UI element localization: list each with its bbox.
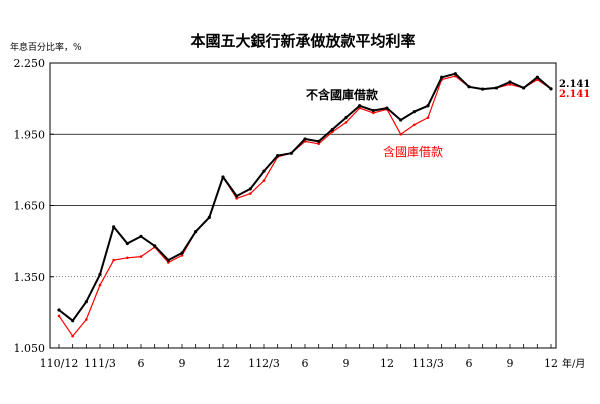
data-point-including-treasury: [85, 318, 88, 321]
data-point-excluding-treasury: [289, 151, 293, 155]
data-point-including-treasury: [262, 179, 266, 182]
data-point-excluding-treasury: [399, 118, 403, 122]
data-point-excluding-treasury: [522, 86, 526, 90]
data-point-including-treasury: [180, 254, 184, 257]
series-label-including-treasury: 含國庫借款: [383, 144, 443, 159]
y-tick-label: 1.650: [14, 200, 46, 213]
series-line-including-treasury: [58, 75, 552, 337]
data-point-excluding-treasury: [549, 87, 553, 91]
data-point-excluding-treasury: [467, 85, 471, 89]
end-value-label-red: 2.141: [559, 89, 590, 100]
data-point-excluding-treasury: [262, 169, 266, 173]
data-point-excluding-treasury: [194, 230, 198, 234]
x-axis-label: 年/月: [562, 357, 585, 370]
data-point-excluding-treasury: [385, 106, 389, 110]
series-line-excluding-treasury: [58, 72, 552, 322]
data-point-excluding-treasury: [221, 175, 225, 179]
data-point-excluding-treasury: [440, 75, 444, 79]
data-point-excluding-treasury: [344, 116, 348, 120]
data-point-including-treasury: [57, 314, 61, 318]
x-tick-label: 12: [544, 357, 558, 370]
data-point-excluding-treasury: [207, 215, 211, 219]
data-point-excluding-treasury: [139, 234, 143, 238]
y-tick-label: 1.950: [14, 128, 46, 141]
y-tick-label: 1.350: [14, 271, 46, 284]
end-value-label-black: 2.141: [559, 79, 590, 90]
data-point-excluding-treasury: [330, 127, 334, 132]
data-point-including-treasury: [235, 197, 238, 200]
x-tick-label: 9: [179, 357, 186, 370]
data-point-excluding-treasury: [166, 258, 170, 262]
x-tick-label: 12: [380, 357, 394, 370]
x-tick-label: 111/3: [84, 357, 116, 370]
data-point-including-treasury: [508, 83, 512, 86]
data-point-including-treasury: [98, 283, 102, 287]
data-point-including-treasury: [167, 261, 170, 264]
data-point-excluding-treasury: [248, 187, 252, 191]
data-point-including-treasury: [426, 116, 430, 119]
x-tick-label: 6: [138, 357, 145, 370]
x-tick-label: 9: [507, 357, 514, 370]
data-point-excluding-treasury: [57, 308, 61, 312]
data-point-excluding-treasury: [453, 72, 457, 76]
data-point-excluding-treasury: [112, 225, 116, 229]
data-point-excluding-treasury: [358, 104, 362, 108]
data-point-excluding-treasury: [481, 87, 485, 91]
data-point-including-treasury: [139, 255, 143, 258]
x-tick-label: 6: [302, 357, 309, 370]
data-point-excluding-treasury: [508, 80, 512, 84]
data-point-excluding-treasury: [153, 244, 157, 248]
data-point-excluding-treasury: [371, 108, 375, 113]
data-point-excluding-treasury: [276, 154, 280, 158]
data-point-excluding-treasury: [125, 241, 129, 246]
x-tick-label: 113/3: [412, 357, 444, 370]
data-point-including-treasury: [317, 142, 320, 146]
data-point-including-treasury: [399, 132, 402, 136]
x-tick-label: 9: [343, 357, 350, 370]
data-point-excluding-treasury: [98, 272, 102, 276]
data-point-excluding-treasury: [317, 139, 321, 143]
y-axis-label: 年息百分比率，%: [10, 41, 82, 53]
series-label-excluding-treasury: 不含國庫借款: [306, 87, 379, 102]
data-point-excluding-treasury: [426, 104, 430, 108]
data-point-including-treasury: [249, 192, 252, 195]
data-point-excluding-treasury: [180, 251, 184, 255]
data-point-including-treasury: [112, 258, 115, 262]
data-point-including-treasury: [372, 111, 375, 115]
data-point-including-treasury: [126, 256, 129, 260]
data-point-excluding-treasury: [412, 110, 416, 114]
chart-title: 本國五大銀行新承做放款平均利率: [190, 32, 415, 50]
data-point-including-treasury: [344, 121, 348, 124]
data-point-excluding-treasury: [235, 194, 239, 198]
data-point-excluding-treasury: [494, 86, 498, 90]
data-point-excluding-treasury: [303, 137, 307, 141]
x-tick-label: 112/3: [248, 357, 280, 370]
data-point-including-treasury: [71, 334, 74, 338]
x-tick-label: 110/12: [40, 357, 79, 370]
x-tick-label: 12: [216, 357, 230, 370]
y-tick-label: 1.050: [14, 342, 46, 355]
data-point-including-treasury: [413, 123, 416, 127]
data-point-excluding-treasury: [535, 75, 539, 79]
data-point-excluding-treasury: [71, 319, 75, 323]
y-tick-label: 2.250: [14, 57, 46, 70]
x-tick-label: 6: [466, 357, 473, 370]
data-point-excluding-treasury: [84, 300, 88, 304]
